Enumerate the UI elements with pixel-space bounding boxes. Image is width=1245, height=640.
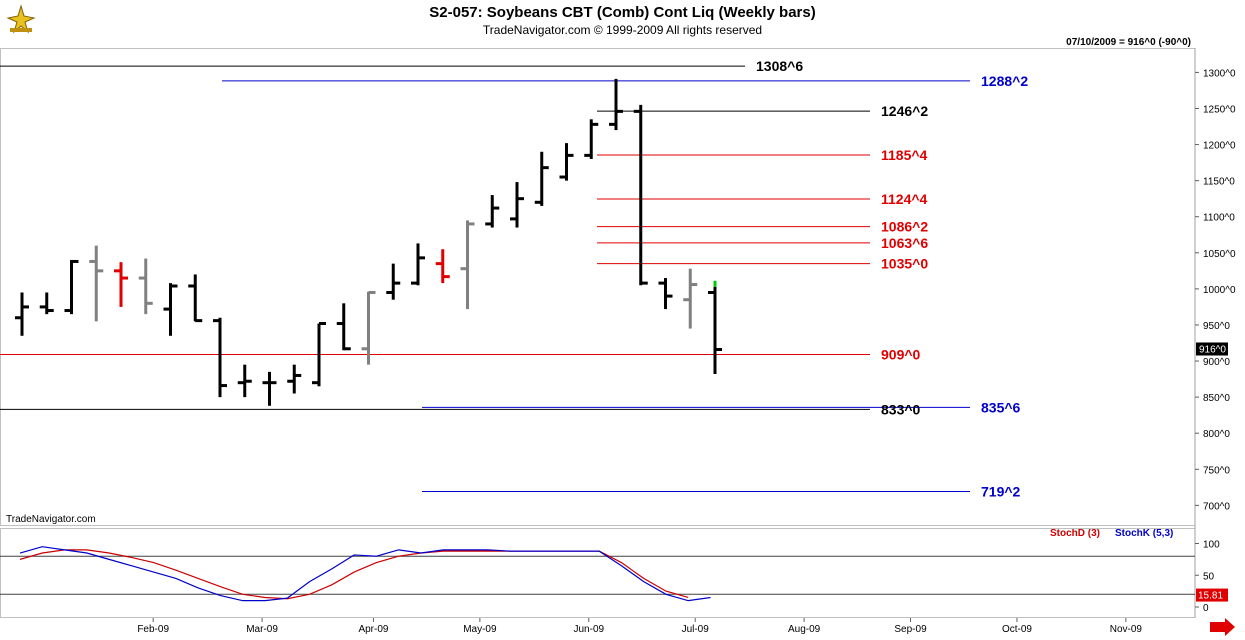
stoch-last-label: 15.81 [1198,591,1223,602]
x-tick-label: May-09 [463,624,497,635]
price-bar [213,317,227,398]
price-bar [163,283,178,336]
y-tick-label: 1200^0 [1203,141,1236,152]
price-bar [386,263,401,300]
x-tick-label: Feb-09 [137,624,169,635]
level-label: 1246^2 [881,103,928,119]
last-price-label: 916^0 [1199,344,1226,355]
stoch-y-tick-label: 100 [1203,540,1220,551]
stochk-legend: StochK (5,3) [1115,528,1174,539]
price-readout: 07/10/2009 = 916^0 (-90^0) [1066,37,1191,48]
level-label: 1288^2 [981,73,1028,89]
price-bar [435,249,450,284]
price-bar [633,104,648,286]
stochd-legend: StochD (3) [1050,528,1100,539]
y-tick-label: 750^0 [1203,465,1230,476]
price-bar [312,322,326,387]
y-tick-label: 850^0 [1203,393,1230,404]
y-tick-label: 1250^0 [1203,104,1236,115]
price-bar [262,371,277,406]
x-tick-label: Jun-09 [573,624,604,635]
price-bar [336,303,351,351]
price-bar [460,220,475,310]
x-tick-label: Apr-09 [358,624,388,635]
stoch-series-line [19,549,689,600]
stoch-series-line [19,546,711,602]
level-label: 1063^6 [881,235,928,251]
price-bar [64,259,79,315]
x-tick-label: Aug-09 [788,624,821,635]
level-label: 1035^0 [881,256,928,272]
level-label: 1086^2 [881,219,928,235]
level-label: 833^0 [881,401,921,417]
watermark-label: TradeNavigator.com [6,514,96,525]
level-label: 719^2 [981,483,1021,499]
stoch-y-tick-label: 50 [1203,571,1215,582]
y-tick-label: 1150^0 [1203,177,1235,188]
price-bar [708,286,722,375]
price-bar [89,245,104,322]
price-bar [114,262,128,307]
y-tick-label: 1100^0 [1203,213,1235,224]
level-label: 1185^4 [881,147,928,163]
price-bar [584,119,599,159]
x-tick-label: Oct-09 [1002,624,1032,635]
level-label: 1308^6 [756,58,803,74]
chart-title: S2-057: Soybeans CBT (Comb) Cont Liq (We… [429,4,816,21]
stoch-panel-frame [0,528,1196,618]
price-bar [411,243,425,286]
price-bar [138,258,153,315]
price-bar [237,364,252,398]
price-bar [485,195,500,228]
price-bar [188,274,203,323]
x-tick-label: Mar-09 [246,624,278,635]
price-bar [361,290,376,365]
stoch-last-box [1196,588,1228,602]
copyright-subtitle: TradeNavigator.com © 1999-2009 All right… [482,23,763,37]
price-bar [534,151,549,206]
scroll-right-arrow-icon [1210,618,1235,636]
y-tick-label: 900^0 [1203,357,1230,368]
price-bar [15,292,29,336]
price-bar [609,78,623,131]
price-bar [39,292,54,315]
stoch-y-tick-label: 0 [1203,603,1209,614]
level-label: 835^6 [981,399,1021,415]
y-tick-label: 800^0 [1203,429,1230,440]
x-tick-label: Jul-09 [682,624,710,635]
price-bar [658,278,673,310]
last-price-box [1196,342,1228,356]
y-tick-label: 1000^0 [1203,285,1236,296]
x-tick-label: Nov-09 [1110,624,1143,635]
price-panel-frame [0,48,1196,526]
x-tick-label: Sep-09 [894,624,927,635]
y-tick-label: 950^0 [1203,321,1230,332]
price-bar [683,268,698,329]
y-tick-label: 1050^0 [1203,249,1236,260]
price-bar [559,143,574,181]
y-tick-label: 1300^0 [1203,68,1236,79]
price-bar [287,364,302,394]
trade-navigator-logo-icon [4,4,38,39]
y-tick-label: 700^0 [1203,501,1230,512]
level-label: 1124^4 [881,191,928,207]
level-label: 909^0 [881,347,921,363]
price-bar [510,182,524,228]
